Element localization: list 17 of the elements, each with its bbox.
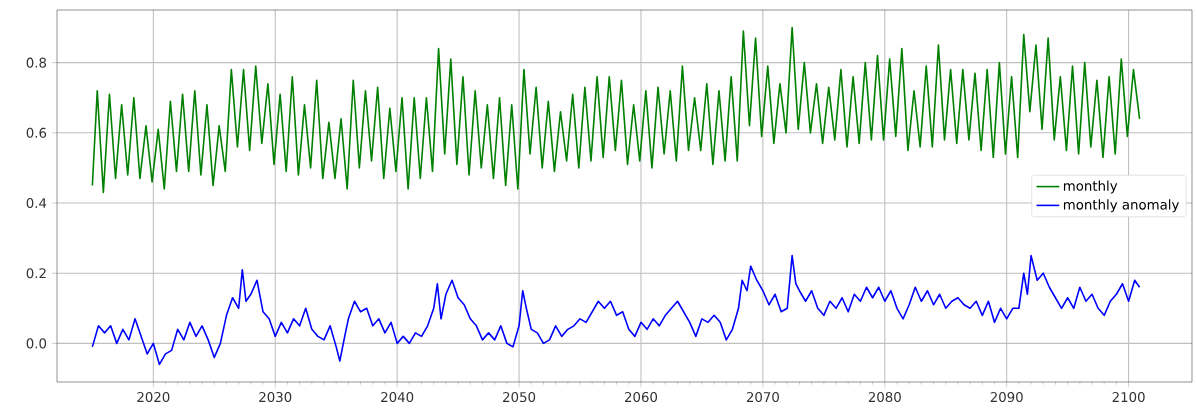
y-tick-label: 0.0 [26,338,47,349]
line-series [91,26,1141,194]
x-tick-label: 2070 [746,392,779,403]
x-tick-label: 2050 [503,392,536,403]
legend-label: monthly [1063,180,1118,194]
x-tick-label: 2020 [137,392,170,403]
y-tick-label: 0.4 [26,197,47,209]
y-tick-label: 0.6 [26,127,47,138]
x-tick-label: 2080 [868,392,901,403]
y-tick-label: 0.8 [26,57,47,68]
y-tick-label: 0.2 [26,268,46,279]
x-tick-label: 2090 [990,392,1023,403]
x-tick-label: 2040 [381,392,414,403]
x-tick-label: 2030 [259,392,292,403]
legend-label: monthly anomaly [1063,199,1180,213]
x-tick-label: 2100 [1112,392,1145,403]
x-tick-label: 2060 [624,392,658,403]
